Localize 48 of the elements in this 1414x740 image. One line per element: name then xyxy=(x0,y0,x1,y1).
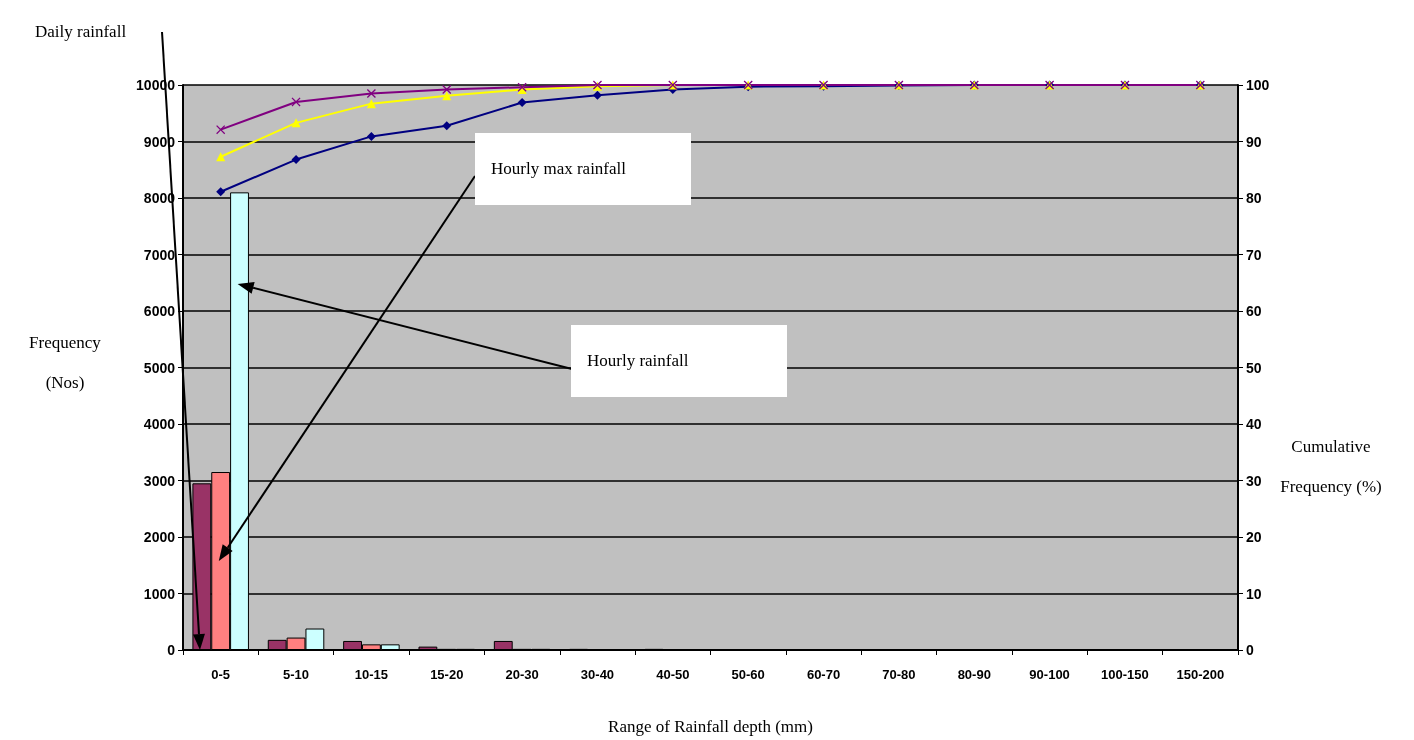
y2-tick-label: 60 xyxy=(1246,303,1262,319)
point xyxy=(442,121,452,131)
y-tick-label: 5000 xyxy=(143,359,176,376)
point xyxy=(592,90,602,100)
x-tick-label: 50-60 xyxy=(731,667,765,682)
x-tick-label: 60-70 xyxy=(806,667,841,682)
x-tick-label: 20-30 xyxy=(505,667,539,682)
y2-tick-label: 0 xyxy=(1246,642,1254,658)
point xyxy=(216,187,226,197)
y-tick-label: 6000 xyxy=(143,303,176,319)
x-tick-label: 10-15 xyxy=(354,667,389,682)
point xyxy=(366,131,376,141)
callout-box: Hourly rainfall xyxy=(571,325,787,397)
x-tick-label: 70-80 xyxy=(882,667,916,682)
x-tick-label: 0-5 xyxy=(211,667,231,682)
y2-tick-label: 40 xyxy=(1246,416,1262,432)
point xyxy=(366,99,376,109)
y2-tick-label: 90 xyxy=(1246,133,1262,150)
y2-tick-label: 30 xyxy=(1246,472,1262,489)
x-tick-label: 100-150 xyxy=(1101,667,1149,682)
y-tick-label: 4000 xyxy=(143,416,176,432)
x-tick-label: 15-20 xyxy=(430,667,464,682)
y2-tick-label: 50 xyxy=(1246,359,1262,376)
text: Daily rainfall xyxy=(35,22,127,42)
y2-tick-label: 20 xyxy=(1246,529,1262,545)
y-tick-label: 2000 xyxy=(143,529,176,545)
y2-tick-label: 70 xyxy=(1246,246,1262,263)
point xyxy=(291,118,301,128)
y-tick-label: 1000 xyxy=(143,585,176,602)
x-axis-title: Range of Rainfall depth (mm) xyxy=(608,717,813,736)
x-tick-label: 150-200 xyxy=(1176,667,1225,682)
y-tick-label: 3000 xyxy=(143,472,176,489)
x-tick-label: 40-50 xyxy=(656,667,690,682)
y2-tick-label: 80 xyxy=(1246,190,1262,206)
y2-tick-label: 10 xyxy=(1246,585,1262,602)
x-tick-label: 80-90 xyxy=(957,667,991,682)
text: Frequency (Nos) xyxy=(29,333,101,392)
x-tick-label: 30-40 xyxy=(580,667,615,682)
y-tick-label: 7000 xyxy=(143,246,176,263)
point xyxy=(291,155,301,165)
point xyxy=(442,85,452,95)
x-tick-label: 5-10 xyxy=(283,667,310,682)
point xyxy=(517,98,527,108)
text: Cumulative Frequency (%) xyxy=(1280,437,1382,496)
y-tick-label: 0 xyxy=(167,642,176,658)
callout-box: Hourly max rainfall xyxy=(475,133,691,205)
x-tick-label: 90-100 xyxy=(1029,667,1070,682)
y2-tick-label: 100 xyxy=(1246,77,1270,93)
